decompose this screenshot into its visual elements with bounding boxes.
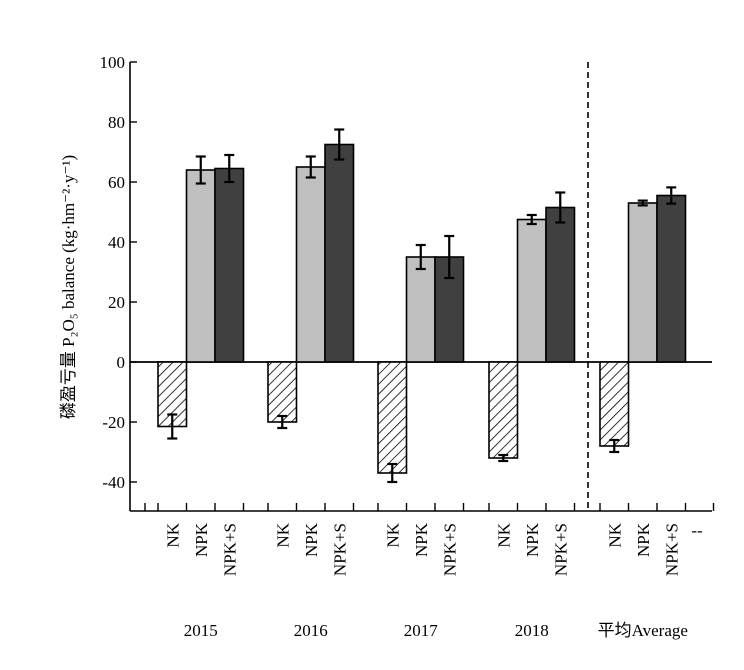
- group-label: 平均Average: [598, 621, 688, 640]
- bar-nk-平均Average: [599, 361, 630, 447]
- treatment-label: NPK+S: [551, 523, 570, 576]
- treatment-label: NPK: [634, 522, 653, 557]
- bar-npk-2017: [405, 256, 436, 363]
- bar-nk-2018: [488, 361, 519, 459]
- bar-nk-2016: [267, 361, 298, 423]
- bar-npk-plus-s-2016: [324, 143, 355, 363]
- bar-npk-2018: [516, 218, 547, 363]
- bar-nk-2017: [377, 361, 408, 474]
- bar-npk-plus-s-2015: [214, 167, 245, 363]
- treatment-label: NPK+S: [330, 523, 349, 576]
- bar-npk-plus-s-平均Average: [656, 194, 687, 363]
- treatment-label: NPK: [302, 522, 321, 557]
- category-labels: NK NPK NPK+S 2015 NK NPK NPK+S 2016 NK NPK NPK+S 20…: [163, 521, 703, 640]
- treatment-label: NPK+S: [662, 523, 681, 576]
- bar-npk-plus-s-2018: [545, 206, 576, 363]
- extra-tick-label: --: [691, 521, 703, 540]
- error-bars: [167, 128, 677, 484]
- treatment-label: NPK+S: [220, 523, 239, 576]
- group-label: 2015: [184, 621, 218, 640]
- treatment-label: NPK: [523, 522, 542, 557]
- treatment-label: NK: [163, 522, 182, 547]
- treatment-label: NPK+S: [440, 523, 459, 576]
- y-tick-label: -20: [102, 413, 125, 432]
- y-tick-label: 60: [108, 173, 125, 192]
- treatment-label: NPK: [412, 522, 431, 557]
- group-label: 2016: [294, 621, 328, 640]
- y-tick-label: 100: [100, 53, 126, 72]
- y-tick-label: 80: [108, 113, 125, 132]
- bar-npk-平均Average: [627, 202, 658, 363]
- y-axis: 100 80 60 40 20 0 -20 -40: [100, 53, 137, 511]
- bar-npk-2015: [185, 169, 216, 363]
- y-axis-label: 磷盈亏量 P₂O₅ balance (kg·hm⁻²·y⁻¹): [59, 155, 78, 419]
- treatment-label: NK: [273, 522, 292, 547]
- y-tick-label: 0: [117, 353, 126, 372]
- group-label: 2017: [404, 621, 439, 640]
- treatment-label: NPK: [192, 522, 211, 557]
- group-label: 2018: [515, 621, 549, 640]
- treatment-label: NK: [605, 522, 624, 547]
- bars: [157, 143, 687, 474]
- treatment-label: NK: [383, 522, 402, 547]
- y-tick-label: 20: [108, 293, 125, 312]
- treatment-label: NK: [494, 522, 513, 547]
- bar-npk-2016: [295, 166, 326, 363]
- y-tick-label: 40: [108, 233, 125, 252]
- y-tick-label: -40: [102, 473, 125, 492]
